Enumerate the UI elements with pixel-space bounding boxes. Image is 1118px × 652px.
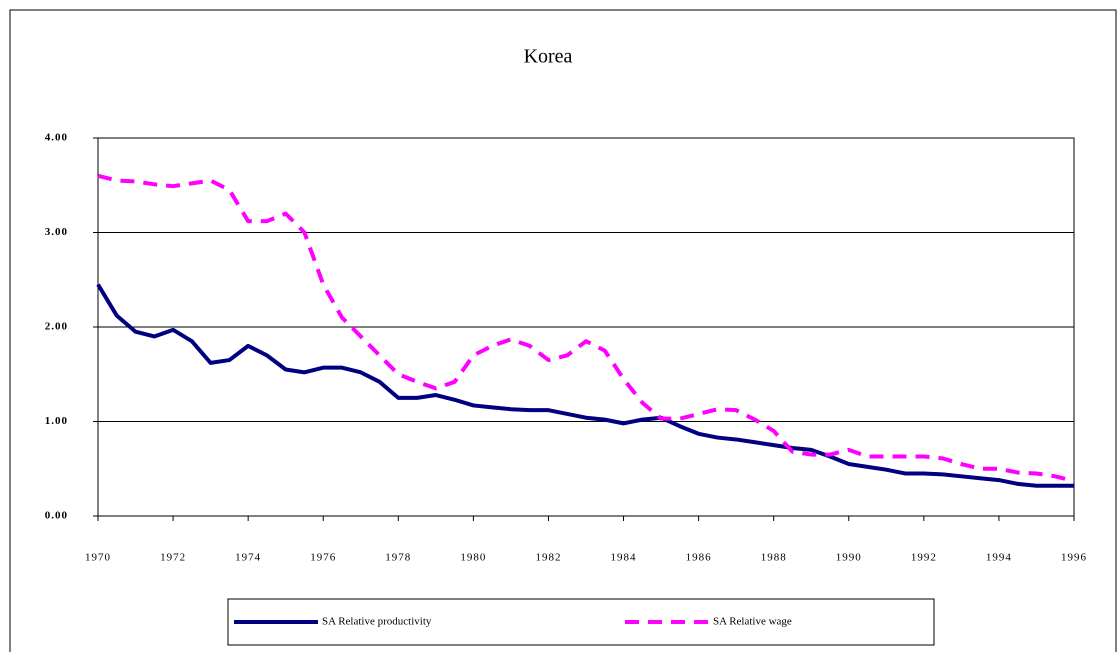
chart-frame bbox=[9, 9, 1117, 652]
x-tick-label: 1988 bbox=[761, 552, 787, 564]
y-tick-label: 0.00 bbox=[45, 510, 68, 522]
y-tick-label: 1.00 bbox=[45, 415, 68, 427]
x-tick-label: 1970 bbox=[85, 552, 111, 564]
x-tick-label: 1976 bbox=[310, 552, 336, 564]
legend bbox=[227, 598, 935, 646]
x-tick-label: 1992 bbox=[911, 552, 937, 564]
y-tick-label: 2.00 bbox=[45, 321, 68, 333]
x-tick-label: 1980 bbox=[460, 552, 486, 564]
series-line bbox=[96, 283, 1074, 488]
x-tick-label: 1978 bbox=[385, 552, 411, 564]
legend-label: SA Relative wage bbox=[713, 616, 792, 628]
x-tick-label: 1986 bbox=[686, 552, 712, 564]
legend-label: SA Relative productivity bbox=[322, 616, 432, 628]
chart-title: Korea bbox=[524, 46, 573, 68]
x-tick-label: 1974 bbox=[235, 552, 261, 564]
y-tick-label: 3.00 bbox=[45, 226, 68, 238]
series-line bbox=[97, 173, 1075, 483]
x-tick-label: 1982 bbox=[535, 552, 561, 564]
x-tick-label: 1984 bbox=[611, 552, 637, 564]
x-tick-label: 1972 bbox=[160, 552, 186, 564]
y-tick-label: 4.00 bbox=[45, 132, 68, 144]
x-tick-label: 1990 bbox=[836, 552, 862, 564]
x-tick-label: 1996 bbox=[1061, 552, 1087, 564]
x-tick-label: 1994 bbox=[986, 552, 1012, 564]
